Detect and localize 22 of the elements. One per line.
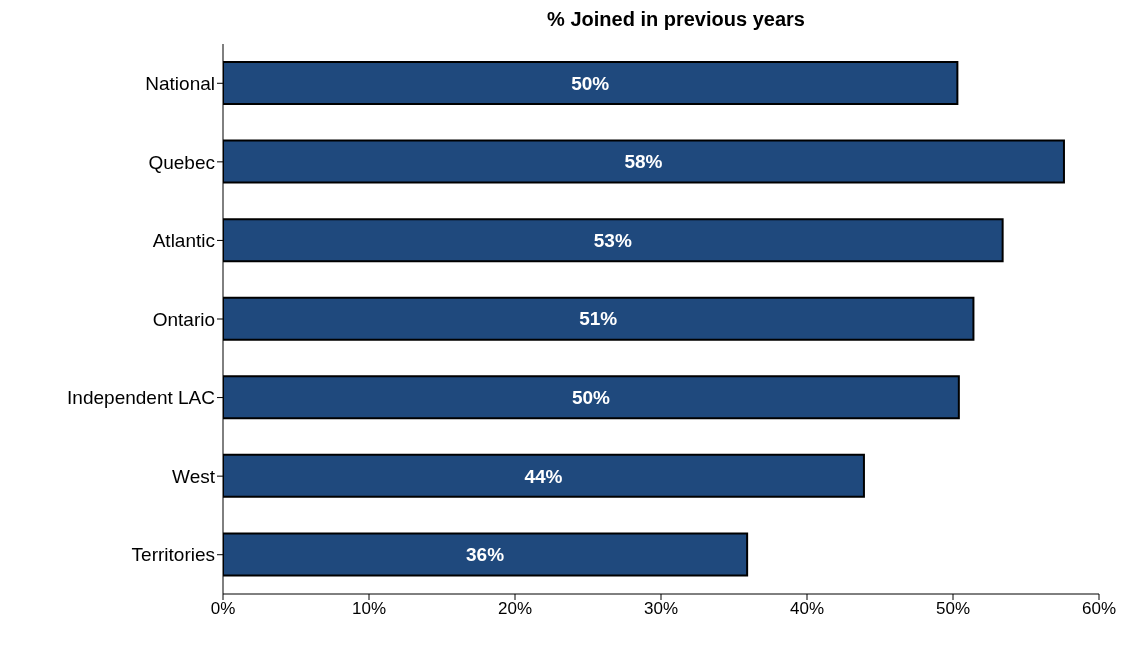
data-label: 50% <box>571 72 610 94</box>
data-label: 44% <box>524 465 563 487</box>
x-tick-label: 10% <box>351 599 387 619</box>
y-tick-label: Territories <box>131 544 215 566</box>
y-tick-label: Independent LAC <box>67 387 215 409</box>
x-tick-label: 30% <box>643 599 679 619</box>
y-tick-label: National <box>145 73 215 95</box>
x-tick-label: 0% <box>210 599 236 619</box>
y-tick-label: Quebec <box>148 151 215 173</box>
x-tick-label: 40% <box>789 599 825 619</box>
data-label: 51% <box>579 308 618 330</box>
chart-title: % Joined in previous years <box>546 8 806 32</box>
y-tick-label: Atlantic <box>152 230 215 252</box>
y-tick-label: Ontario <box>152 308 215 330</box>
x-tick-label: 20% <box>497 599 533 619</box>
data-label: 53% <box>593 229 632 251</box>
x-tick-label: 60% <box>1081 599 1117 619</box>
data-label: 36% <box>466 544 505 566</box>
x-tick-label: 50% <box>935 599 971 619</box>
data-label: 58% <box>624 151 663 173</box>
data-label: 50% <box>571 387 611 409</box>
y-tick-label: West <box>172 465 216 487</box>
